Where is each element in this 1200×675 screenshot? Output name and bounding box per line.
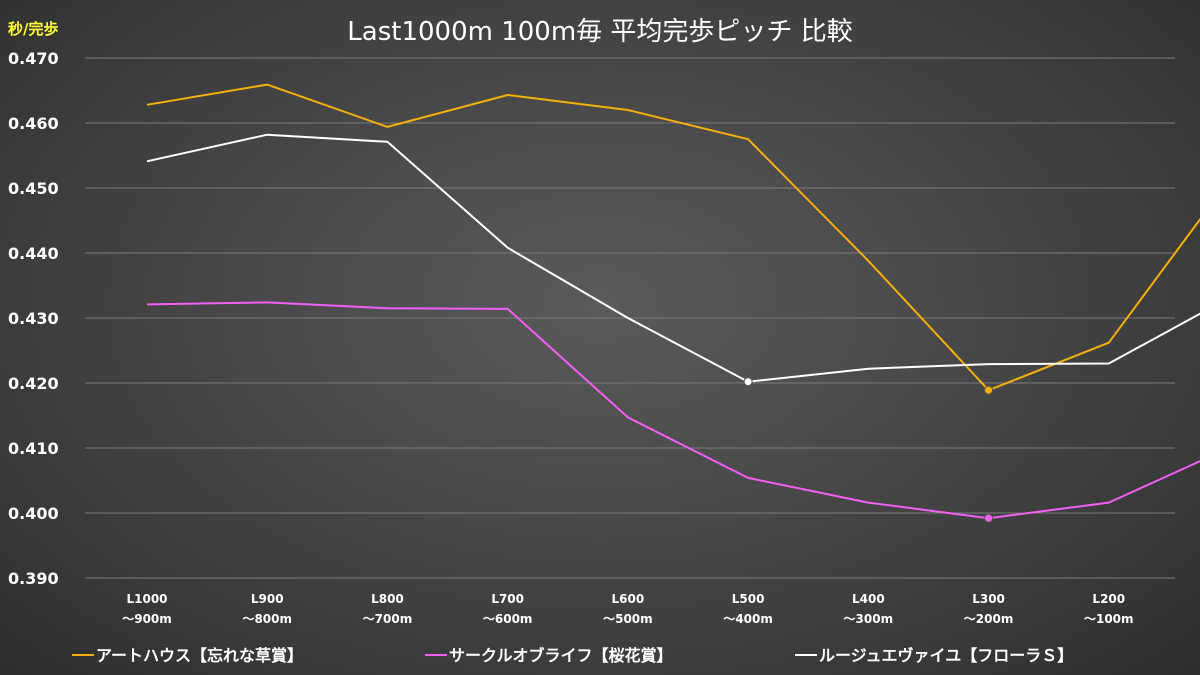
x-tick-sublabel: ～300m bbox=[844, 612, 894, 626]
x-tick-label: L300 bbox=[972, 592, 1005, 606]
legend: アートハウス【忘れな草賞】 サークルオブライフ【桜花賞】 ルージュエヴァイユ【フロー… bbox=[72, 646, 1073, 665]
y-tick-label: 0.460 bbox=[8, 114, 59, 133]
data-point bbox=[743, 377, 753, 387]
y-tick-label: 0.430 bbox=[8, 309, 59, 328]
x-tick-label: L1000 bbox=[126, 592, 167, 606]
x-tick-label: L400 bbox=[852, 592, 885, 606]
legend-label: サークルオブライフ【桜花賞】 bbox=[449, 646, 673, 665]
data-point bbox=[984, 385, 994, 395]
y-axis-unit-label: 秒/完歩 bbox=[8, 20, 58, 38]
y-tick-label: 0.470 bbox=[8, 49, 59, 68]
y-tick-label: 0.440 bbox=[8, 244, 59, 263]
series-line bbox=[146, 301, 1200, 520]
x-axis-ticks: L1000 ～900m L900 ～800m L800 ～700m L700 ～600m L60… bbox=[122, 592, 1134, 626]
series-lines bbox=[146, 83, 1200, 523]
x-tick-sublabel: ～600m bbox=[483, 612, 533, 626]
y-tick-label: 0.390 bbox=[8, 569, 59, 588]
y-tick-label: 0.410 bbox=[8, 439, 59, 458]
chart-title: Last1000m 100m毎 平均完歩ピッチ 比較 bbox=[347, 17, 852, 47]
x-tick-sublabel: ～500m bbox=[603, 612, 653, 626]
y-tick-label: 0.420 bbox=[8, 374, 59, 393]
x-tick-label: L500 bbox=[732, 592, 765, 606]
legend-label: ルージュエヴァイユ【フローラＳ】 bbox=[819, 646, 1073, 665]
data-point bbox=[984, 513, 994, 523]
x-tick-sublabel: ～900m bbox=[122, 612, 172, 626]
legend-label: アートハウス【忘れな草賞】 bbox=[96, 646, 303, 665]
y-tick-label: 0.450 bbox=[8, 179, 59, 198]
x-tick-sublabel: ～700m bbox=[363, 612, 413, 626]
y-tick-label: 0.400 bbox=[8, 504, 59, 523]
x-tick-sublabel: ～400m bbox=[723, 612, 773, 626]
x-tick-label: L700 bbox=[491, 592, 524, 606]
x-tick-label: L800 bbox=[371, 592, 404, 606]
x-tick-sublabel: ～800m bbox=[242, 612, 292, 626]
x-tick-label: L200 bbox=[1092, 592, 1125, 606]
x-tick-label: L600 bbox=[612, 592, 645, 606]
x-tick-label: L900 bbox=[251, 592, 284, 606]
x-tick-sublabel: ～200m bbox=[964, 612, 1014, 626]
series-line bbox=[146, 133, 1200, 383]
series-line bbox=[146, 83, 1200, 392]
x-tick-sublabel: ～100m bbox=[1084, 612, 1134, 626]
y-axis-ticks: 0.470 0.460 0.450 0.440 0.430 0.420 0.410 0.400… bbox=[8, 49, 59, 588]
